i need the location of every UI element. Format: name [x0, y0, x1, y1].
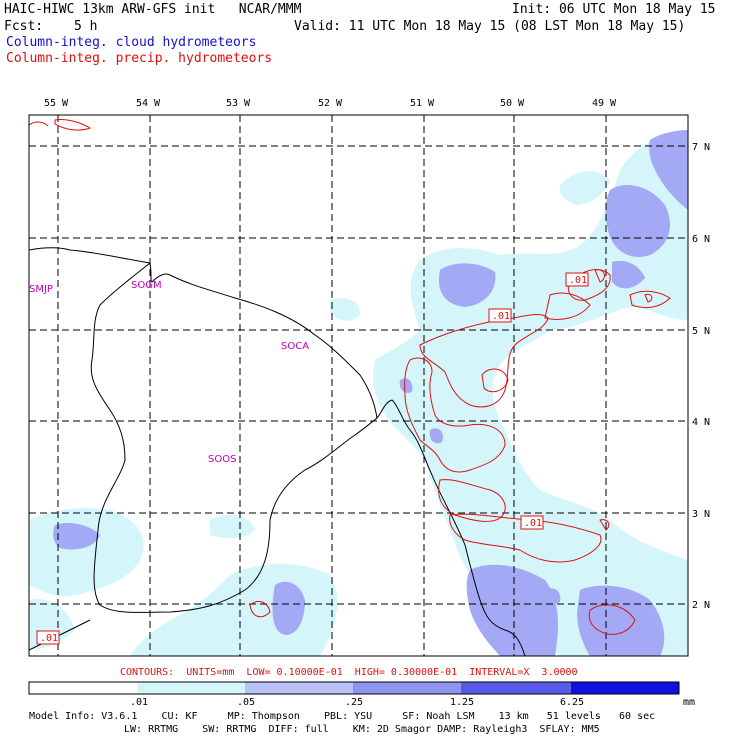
lat-lon-grid [29, 115, 688, 656]
map-fields [29, 115, 688, 656]
station-soos: SOOS [208, 454, 236, 465]
lat-label: 7 N [692, 142, 710, 153]
contour-label: .01 [492, 311, 510, 322]
field-precip-label: Column-integ. precip. hydrometeors [6, 51, 273, 66]
colorbar-ticks: .01 .05 .25 1.25 6.25 mm [130, 697, 695, 708]
lon-label: 51 W [410, 98, 435, 109]
colorbar-tick: 6.25 [560, 697, 584, 708]
lat-label: 6 N [692, 234, 710, 245]
colorbar-tick: 1.25 [450, 697, 474, 708]
lat-label: 3 N [692, 509, 710, 520]
plot-title: HAIC-HIWC 13km ARW-GFS init NCAR/MMM [4, 2, 302, 17]
colorbar-tick: .01 [130, 697, 148, 708]
field-cloud-label: Column-integ. cloud hydrometeors [6, 35, 257, 50]
valid-time: Valid: 11 UTC Mon 18 May 15 (08 LST Mon … [294, 19, 686, 34]
lon-label: 50 W [500, 98, 525, 109]
coastline [29, 247, 526, 656]
contour-label: .01 [569, 275, 587, 286]
model-info-line2: LW: RRTMG SW: RRTMG DIFF: full KM: 2D Sm… [124, 724, 600, 735]
colorbar [28, 681, 680, 695]
lon-label: 55 W [44, 98, 69, 109]
station-sogm: SOGM [131, 280, 162, 291]
init-time: Init: 06 UTC Mon 18 May 15 [512, 2, 716, 17]
colorbar-units: mm [683, 697, 695, 708]
lon-label: 53 W [226, 98, 251, 109]
map-frame [28, 114, 689, 657]
station-labels: SMJP SOGM SOCA SOOS [29, 280, 309, 465]
forecast-hour: 5 h [74, 19, 98, 34]
contour-label: .01 [524, 518, 542, 529]
lon-label: 52 W [318, 98, 343, 109]
colorbar-tick: .05 [237, 697, 255, 708]
cloud-fill-mid [53, 130, 688, 656]
station-soca: SOCA [281, 341, 309, 352]
contour-labels: .01 .01 .01 .01 [40, 275, 587, 644]
contour-spec: CONTOURS: UNITS=mm LOW= 0.10000E-01 HIGH… [120, 667, 578, 678]
forecast-label: Fcst: [4, 19, 44, 34]
contour-label: .01 [40, 633, 58, 644]
lon-label: 49 W [592, 98, 617, 109]
model-info-line1: Model Info: V3.6.1 CU: KF MP: Thompson P… [29, 711, 656, 722]
station-smjp: SMJP [29, 284, 53, 295]
lat-label: 5 N [692, 326, 710, 337]
longitude-labels: 55 W 54 W 53 W 52 W 51 W 50 W 49 W [44, 98, 617, 109]
latitude-labels: 7 N 6 N 5 N 4 N 3 N 2 N [692, 142, 710, 611]
lat-label: 4 N [692, 417, 710, 428]
cloud-fill-light [29, 130, 688, 656]
lon-label: 54 W [136, 98, 161, 109]
colorbar-tick: .25 [345, 697, 363, 708]
contour-label-boxes [36, 272, 589, 645]
lat-label: 2 N [692, 600, 710, 611]
